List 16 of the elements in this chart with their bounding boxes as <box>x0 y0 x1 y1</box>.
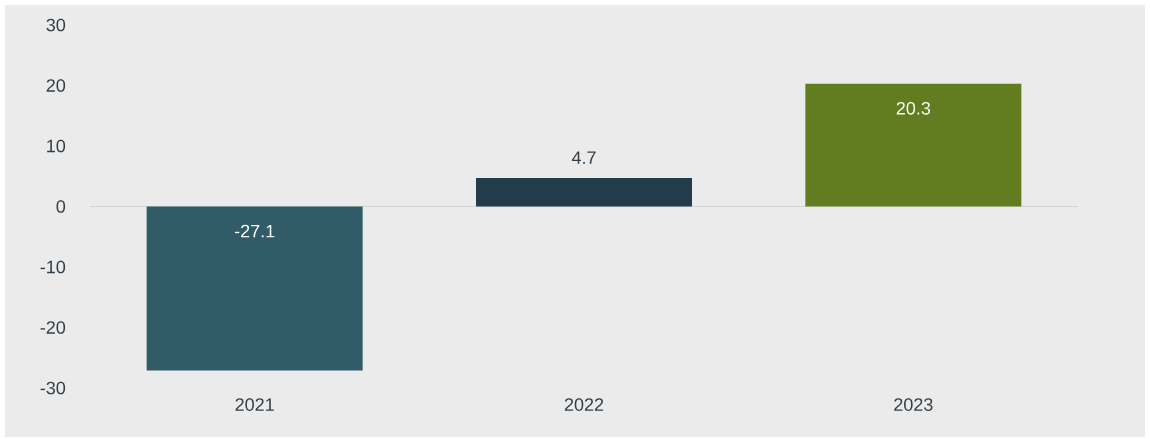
data-label: 20.3 <box>896 101 931 115</box>
y-tick-label: 20 <box>46 79 66 92</box>
y-tick-label: 30 <box>46 18 66 32</box>
y-tick-label: -20 <box>40 321 66 334</box>
bar <box>805 83 1022 207</box>
data-label: -27.1 <box>234 224 275 238</box>
y-tick-label: 0 <box>56 200 66 213</box>
x-tick-label: 2023 <box>894 398 933 411</box>
x-tick-label: 2021 <box>235 398 274 411</box>
y-tick-label: -30 <box>40 381 66 395</box>
y-tick-label: -10 <box>40 260 66 274</box>
bar <box>146 206 363 371</box>
x-tick-label: 2022 <box>564 398 604 411</box>
y-tick-label: 10 <box>47 139 66 153</box>
bar <box>476 178 693 207</box>
data-label: 4.7 <box>571 151 596 164</box>
